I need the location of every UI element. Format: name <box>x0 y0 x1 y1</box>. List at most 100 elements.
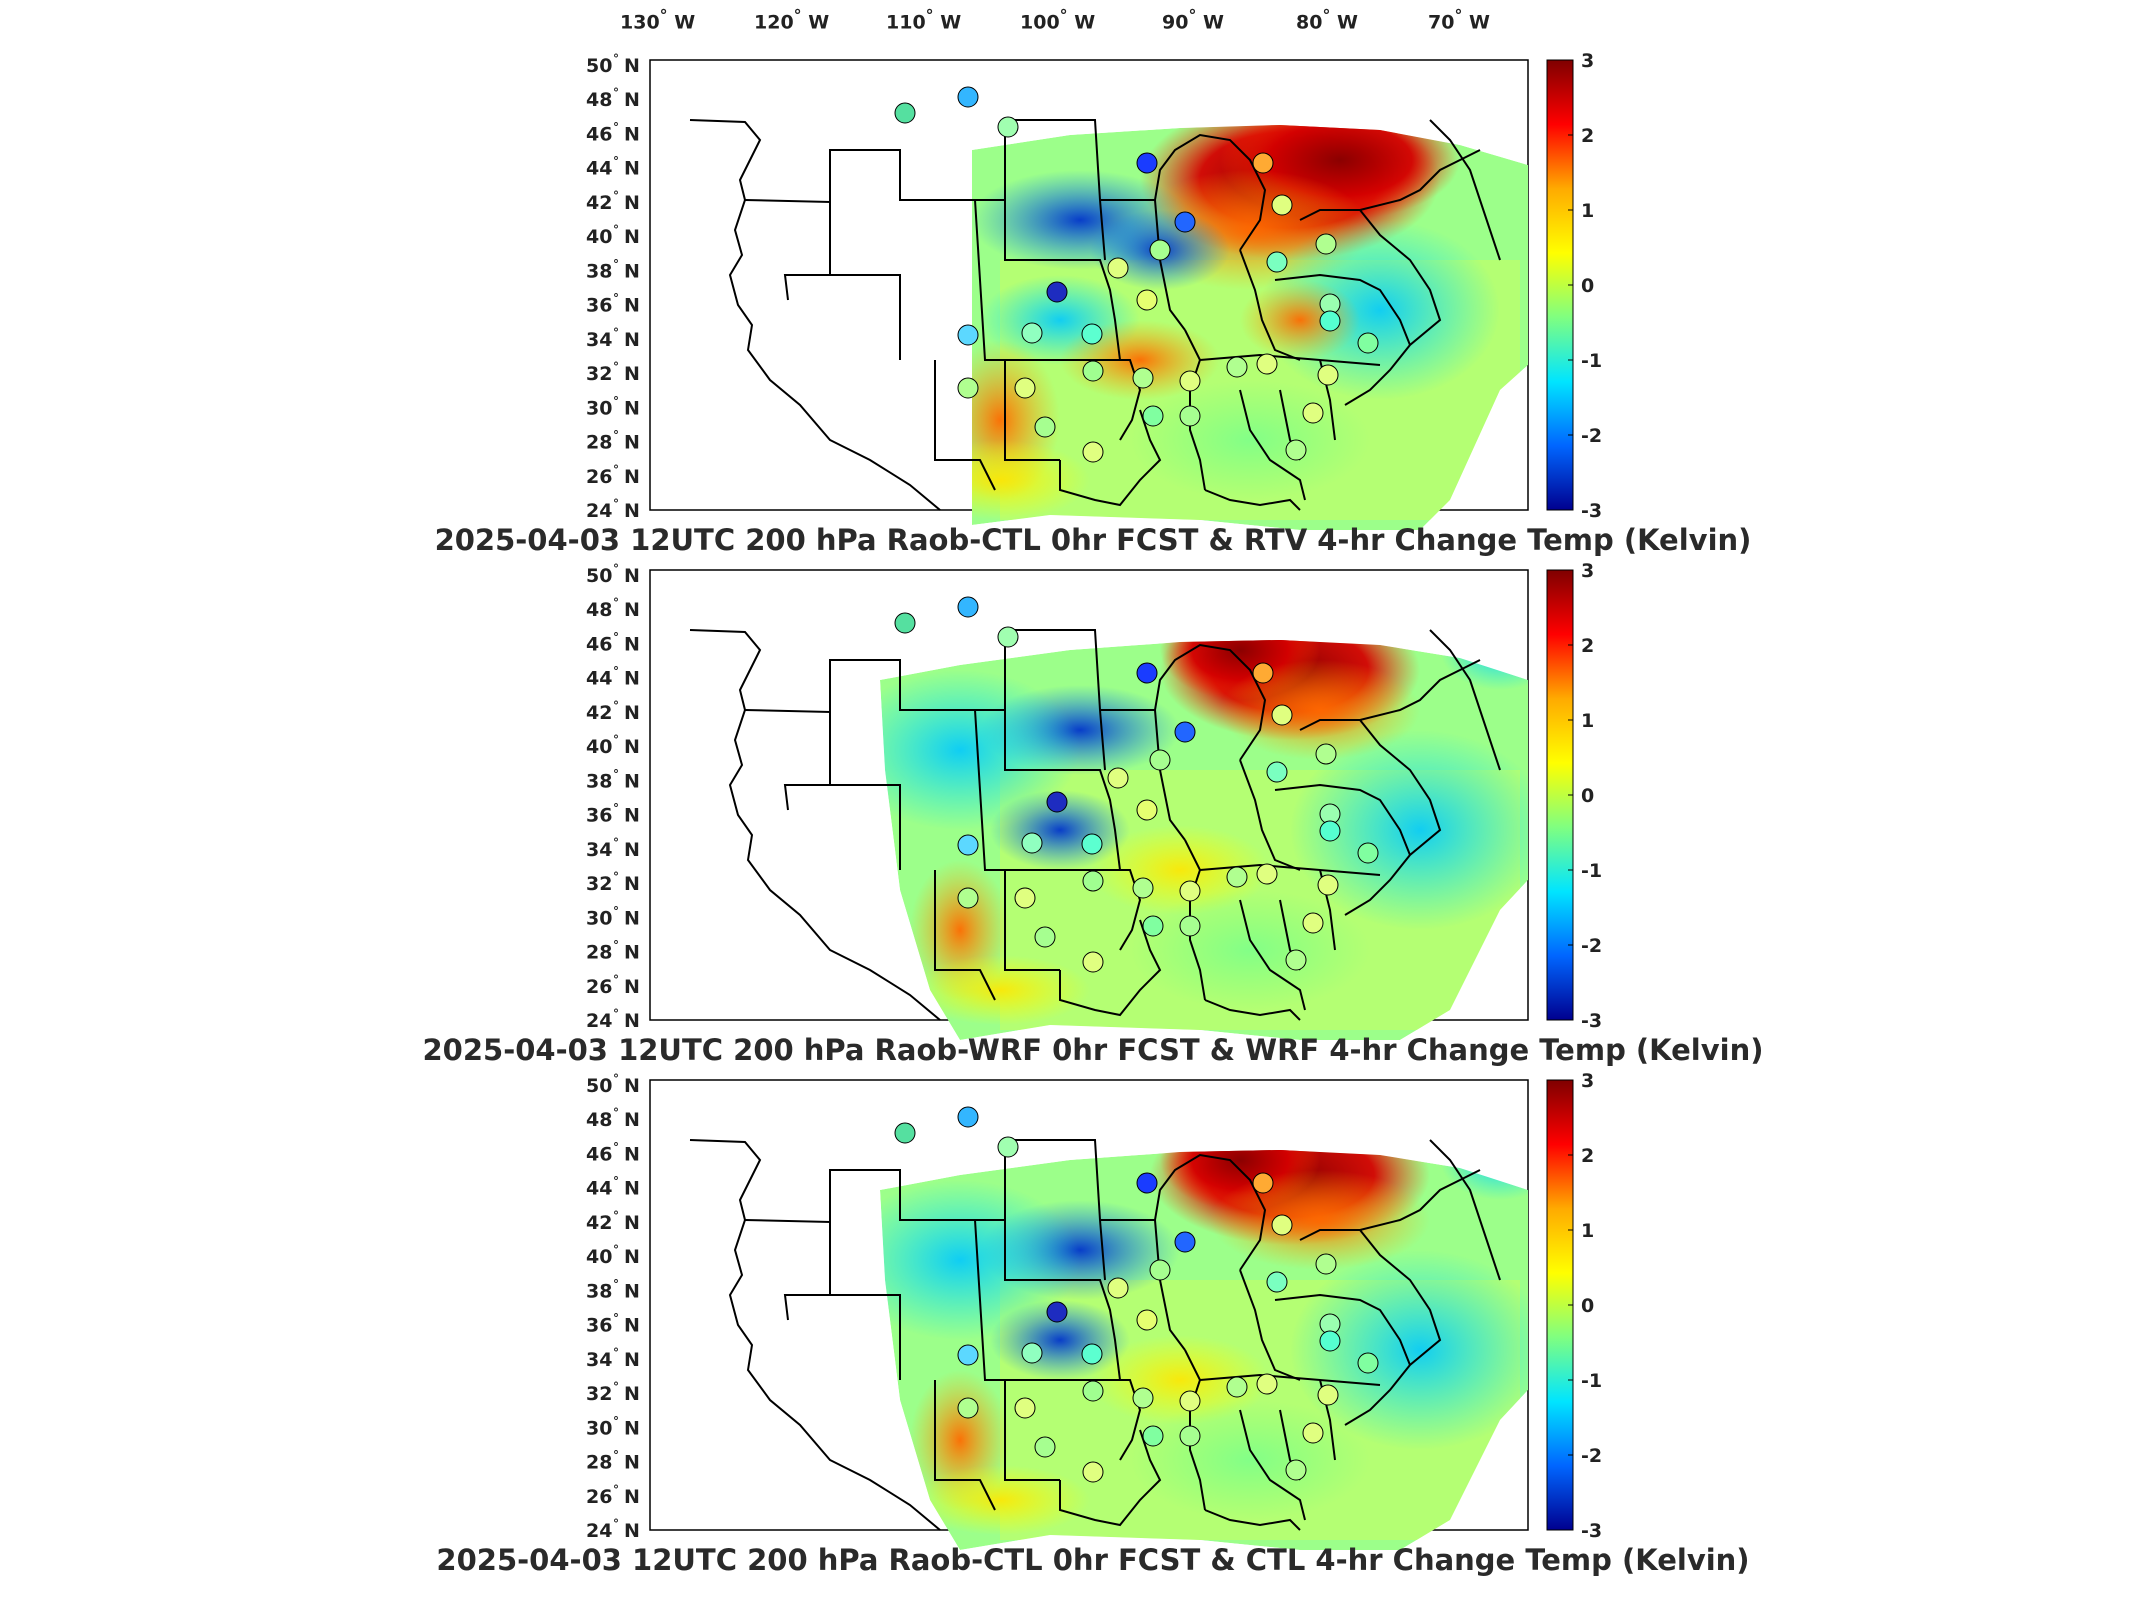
border-line <box>1004 1139 1106 1281</box>
lat-degree-glyph: ° <box>613 1072 619 1086</box>
lat-suffix: N <box>624 668 640 690</box>
colorbar-tick-label: 2 <box>1581 635 1594 657</box>
latitude-axis: 50 ° N48 ° N46 ° N44 ° N42 ° N40 ° N38 ° N36 ° N34 ° N32 ° N… <box>586 52 640 522</box>
lon-suffix: W <box>674 11 696 34</box>
lat-label-48: 48 <box>586 599 612 621</box>
raob-station-marker <box>1252 152 1274 174</box>
raob-station-marker <box>997 116 1019 138</box>
raob-station-marker <box>1317 1384 1339 1406</box>
border-line <box>934 1380 996 1511</box>
lat-degree-glyph: ° <box>613 120 619 134</box>
lat-degree-glyph: ° <box>613 939 619 953</box>
lat-label-46: 46 <box>586 123 612 145</box>
lat-suffix: N <box>624 1212 640 1234</box>
border-line <box>1059 409 1162 507</box>
raob-station-marker <box>1081 833 1103 855</box>
state-borders <box>689 1139 1501 1531</box>
lat-label-28: 28 <box>586 1452 612 1474</box>
raob-station-marker <box>1034 1436 1056 1458</box>
border-line <box>1429 1139 1501 1281</box>
raob-station-marker <box>894 612 916 634</box>
border-line <box>1239 389 1306 501</box>
colorbar-tick-label: 1 <box>1581 200 1594 222</box>
lat-label-50: 50 <box>586 1075 612 1097</box>
lat-label-40: 40 <box>586 226 612 248</box>
colorbar-tick-label: 2 <box>1581 1145 1594 1167</box>
raob-station-marker <box>1149 749 1171 771</box>
lat-label-30: 30 <box>586 907 612 929</box>
raob-station-marker <box>957 596 979 618</box>
raob-station-marker <box>997 1136 1019 1158</box>
raob-station-marker <box>1315 743 1337 765</box>
raob-stations <box>894 1106 1379 1483</box>
raob-station-marker <box>1226 356 1248 378</box>
colorbar-tick-label: 2 <box>1581 125 1594 147</box>
map-panel-2: 50 ° N48 ° N46 ° N44 ° N42 ° N40 ° N38 ° N36 ° N34 ° N32 ° N… <box>422 560 1763 1067</box>
raob-station-marker <box>1252 1172 1274 1194</box>
lat-label-48: 48 <box>586 89 612 111</box>
lat-suffix: N <box>624 363 640 385</box>
border-line <box>689 119 941 511</box>
degree-glyph: ° <box>925 6 934 25</box>
lat-degree-glyph: ° <box>613 1243 619 1257</box>
border-line <box>1199 353 1381 366</box>
border-line <box>830 274 901 360</box>
lat-suffix: N <box>624 1178 640 1200</box>
raob-station-marker <box>894 1122 916 1144</box>
degree-glyph: ° <box>1454 6 1463 25</box>
lat-label-28: 28 <box>586 942 612 964</box>
raob-station-marker <box>1266 1271 1288 1293</box>
raob-station-marker <box>1014 377 1036 399</box>
raob-station-marker <box>1149 1259 1171 1281</box>
lon-value: 80 <box>1296 11 1323 34</box>
raob-station-marker <box>1082 360 1104 382</box>
raob-station-marker <box>1271 194 1293 216</box>
panel-title: 2025-04-03 12UTC 200 hPa Raob-CTL 0hr FC… <box>435 523 1752 557</box>
border-line <box>689 1139 941 1531</box>
raob-station-marker <box>1034 926 1056 948</box>
lat-degree-glyph: ° <box>613 1007 619 1021</box>
raob-station-marker <box>1179 1390 1201 1412</box>
border-line <box>1154 1153 1267 1271</box>
border-line <box>1344 209 1442 406</box>
lat-degree-glyph: ° <box>613 1517 619 1531</box>
anomaly-blob <box>1290 730 1528 930</box>
colorbar-tick-label: 0 <box>1581 275 1594 297</box>
raob-station-marker <box>1179 1425 1201 1447</box>
lat-degree-glyph: ° <box>613 1140 619 1154</box>
border-line <box>1154 643 1267 761</box>
lat-label-46: 46 <box>586 1143 612 1165</box>
colorbar-tick-label: -2 <box>1581 935 1602 957</box>
colorbar-tick-label: -3 <box>1581 1010 1602 1032</box>
lat-label-42: 42 <box>586 1212 612 1234</box>
lat-degree-glyph: ° <box>613 429 619 443</box>
lat-suffix: N <box>624 1452 640 1474</box>
border-line <box>1005 869 1142 951</box>
degree-glyph: ° <box>1059 6 1068 25</box>
state-borders <box>689 629 1501 1021</box>
map-panel-content: 50 ° N48 ° N46 ° N44 ° N42 ° N40 ° N38 ° N36 ° N34 ° N32 ° N… <box>436 1070 1749 1577</box>
raob-station-marker <box>957 1397 979 1419</box>
lat-label-36: 36 <box>586 1315 612 1337</box>
lat-label-30: 30 <box>586 1417 612 1439</box>
raob-station-marker <box>894 102 916 124</box>
lon-suffix: W <box>1337 11 1358 34</box>
lat-suffix: N <box>624 123 640 145</box>
raob-station-marker <box>1266 761 1288 783</box>
lon-suffix: W <box>1074 11 1096 34</box>
lat-degree-glyph: ° <box>613 292 619 306</box>
anomaly-blob <box>910 1465 1090 1535</box>
anomaly-blob <box>1220 660 1420 760</box>
lat-label-34: 34 <box>586 839 612 861</box>
map-panel-content: 50 ° N48 ° N46 ° N44 ° N42 ° N40 ° N38 ° N36 ° N34 ° N32 ° N… <box>422 560 1763 1067</box>
lon-value: 130 <box>620 11 660 34</box>
lon-label-90: 90° W <box>1162 6 1224 33</box>
border-line <box>934 870 996 1001</box>
lat-degree-glyph: ° <box>613 1380 619 1394</box>
lat-suffix: N <box>624 599 640 621</box>
raob-station-marker <box>1319 820 1341 842</box>
lat-suffix: N <box>624 1486 640 1508</box>
border-line <box>1239 1409 1306 1521</box>
